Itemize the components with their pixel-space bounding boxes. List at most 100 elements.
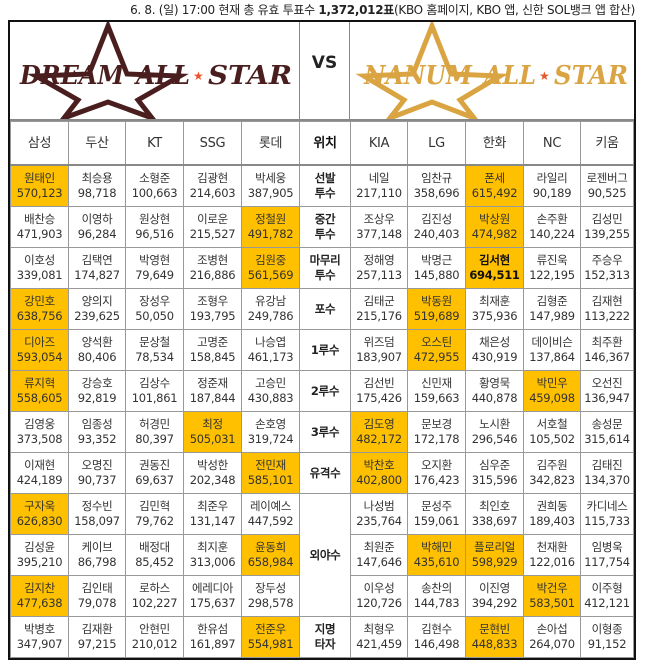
vote-count: 50,050 <box>135 309 174 323</box>
vote-count: 159,663 <box>413 391 460 405</box>
position-label-line: 지명 <box>314 622 336 636</box>
player-name: 문성주 <box>421 499 452 513</box>
player-cell: 김주원 342,823 <box>523 452 581 494</box>
position-row: 류지혁 558,605 강승호 92,819 김상수 101,861 정준재 187,844 고… <box>10 370 634 412</box>
player-cell: 문성주 159,061 <box>407 493 466 535</box>
vote-count: 447,592 <box>247 514 294 528</box>
player-name: 권희동 <box>536 499 568 513</box>
position-row: 김영웅 373,508 임종성 93,352 허경민 80,397 최정 505,031 손호영… <box>10 411 634 453</box>
player-cell: 유강남 249,786 <box>241 288 300 330</box>
position-row: 원태인 570,123 최승용 98,718 소형준 100,663 김광현 214,603 박… <box>10 164 634 207</box>
dream-allstar-logo: DREAM ALL ★ STAR <box>10 22 299 119</box>
position-label: 선발 투수 <box>299 164 351 207</box>
player-cell: 박동원 519,689 <box>407 288 466 330</box>
vote-count: 375,936 <box>471 309 518 323</box>
player-name: 김도영 <box>363 417 395 431</box>
player-cell: 케이브 86,798 <box>68 534 126 576</box>
player-name: 라일리 <box>536 171 568 185</box>
player-cell: 김민혁 79,762 <box>125 493 184 535</box>
vote-count: 448,833 <box>471 637 518 651</box>
player-cell: 나성범 235,764 <box>350 493 408 535</box>
player-cell: 천재환 122,016 <box>523 534 581 576</box>
vote-count: 298,578 <box>247 596 294 610</box>
vote-count: 122,195 <box>529 268 575 282</box>
svg-text:STAR: STAR <box>208 61 292 91</box>
team-header-한화: 한화 <box>465 121 524 166</box>
player-name: 전준우 <box>255 622 286 636</box>
team-header-kt: KT <box>125 121 184 166</box>
vote-count: 158,097 <box>74 514 120 528</box>
player-name: 안현민 <box>139 622 170 636</box>
player-name: 박영현 <box>139 253 170 267</box>
player-name: 김광현 <box>197 171 228 185</box>
vote-count: 240,403 <box>413 227 460 241</box>
player-cell: 임종성 93,352 <box>68 411 126 453</box>
player-cell: 노시환 296,546 <box>465 411 524 453</box>
player-cell: 디아즈 593,054 <box>10 329 69 371</box>
vote-count: 394,292 <box>471 596 518 610</box>
player-name: 나성범 <box>363 499 395 513</box>
player-name: 임병욱 <box>591 540 623 554</box>
vote-count: 139,255 <box>584 227 630 241</box>
player-cell: 원상현 96,516 <box>125 206 184 248</box>
position-label: 중간 투수 <box>299 206 351 248</box>
player-cell: 김영웅 373,508 <box>10 411 69 453</box>
player-cell: 류지혁 558,605 <box>10 370 69 412</box>
player-cell: 신민재 159,663 <box>407 370 466 412</box>
player-name: 임찬규 <box>421 171 452 185</box>
vote-count: 235,764 <box>356 514 402 528</box>
player-cell: 김지찬 477,638 <box>10 575 69 617</box>
vote-count: 120,726 <box>356 596 402 610</box>
player-name: 오지환 <box>421 458 452 472</box>
player-name: 최지훈 <box>197 540 228 554</box>
vote-count: 69,637 <box>135 473 174 487</box>
vote-count: 459,098 <box>529 391 575 405</box>
vote-count: 239,625 <box>74 309 120 323</box>
vote-count: 257,113 <box>356 268 402 282</box>
player-name: 김선빈 <box>363 376 395 390</box>
player-cell: 배찬승 471,903 <box>10 206 69 248</box>
position-row: 구자욱 626,830 정수빈 158,097 김민혁 79,762 최준우 131,147 레… <box>10 493 634 617</box>
player-name: 최인호 <box>479 499 510 513</box>
vote-count: 189,403 <box>529 514 575 528</box>
vote-count: 430,919 <box>471 350 518 364</box>
vote-count: 342,823 <box>529 473 575 487</box>
player-name: 문상철 <box>139 335 170 349</box>
player-cell: 최원준 147,646 <box>350 534 408 576</box>
player-name: 손아섭 <box>536 622 568 636</box>
player-cell: 채은성 430,919 <box>465 329 524 371</box>
player-cell: 폰세 615,492 <box>465 164 524 207</box>
player-name: 임종성 <box>81 417 113 431</box>
player-name: 최주환 <box>591 335 623 349</box>
player-name: 나승엽 <box>255 335 286 349</box>
player-name: 오명진 <box>81 458 113 472</box>
player-name: 박찬호 <box>363 458 395 472</box>
player-cell: 박해민 435,610 <box>407 534 466 576</box>
player-name: 위즈덤 <box>363 335 395 349</box>
player-name: 이로운 <box>197 212 228 226</box>
vote-count: 626,830 <box>16 514 63 528</box>
vote-count: 102,227 <box>131 596 178 610</box>
player-name: 고명준 <box>197 335 228 349</box>
player-cell: 황영묵 440,878 <box>465 370 524 412</box>
vote-count: 161,897 <box>189 637 236 651</box>
player-name: 김형준 <box>536 294 568 308</box>
vote-count: 377,148 <box>356 227 402 241</box>
player-name: 이주형 <box>591 581 623 595</box>
vote-count: 90,525 <box>587 186 627 200</box>
position-row: 김성윤 395,210 케이브 86,798 배정대 85,452 최지훈 313,006 윤동… <box>10 534 634 576</box>
player-cell: 권동진 69,637 <box>125 452 184 494</box>
player-cell: 정준재 187,844 <box>183 370 242 412</box>
vote-count: 90,737 <box>77 473 117 487</box>
player-name: 배찬승 <box>24 212 55 226</box>
player-name: 박해민 <box>421 540 452 554</box>
player-name: 손주환 <box>536 212 568 226</box>
vote-count: 638,756 <box>16 309 63 323</box>
player-cell: 네일 217,110 <box>350 164 408 207</box>
vote-count: 92,819 <box>77 391 117 405</box>
player-cell: 최승용 98,718 <box>68 164 126 207</box>
position-label-line: 3루수 <box>310 424 340 439</box>
player-cell: 박세웅 387,905 <box>241 164 300 207</box>
player-name: 원상현 <box>139 212 170 226</box>
player-cell: 최재훈 375,936 <box>465 288 524 330</box>
